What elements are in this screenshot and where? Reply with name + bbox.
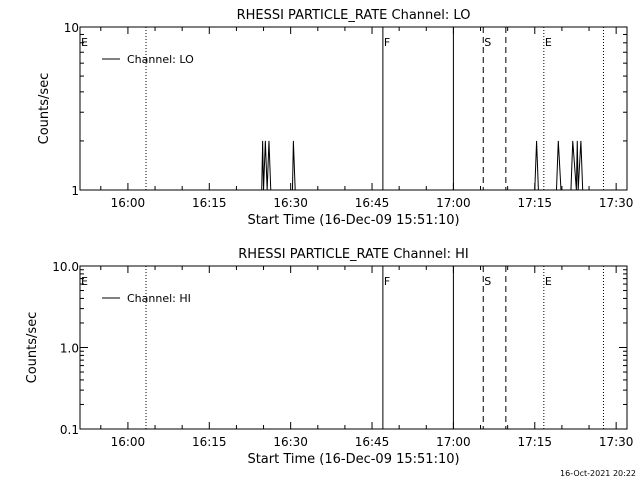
plot-frame bbox=[79, 26, 628, 191]
y-tick-label: 10 bbox=[64, 21, 79, 35]
x-tick-label: 17:15 bbox=[517, 435, 552, 449]
legend-label: Channel: HI bbox=[127, 292, 191, 305]
event-marker-label: E bbox=[545, 36, 552, 49]
y-tick-label: 1 bbox=[71, 184, 79, 198]
series-line bbox=[261, 140, 584, 191]
y-tick-label: 10.0 bbox=[52, 260, 79, 274]
event-marker-label: F bbox=[384, 275, 390, 288]
x-tick-label: 16:45 bbox=[355, 196, 390, 210]
plot-frame bbox=[79, 265, 628, 430]
event-marker-label: E bbox=[545, 275, 552, 288]
x-tick-label: 16:00 bbox=[111, 196, 146, 210]
event-marker-label: S bbox=[484, 36, 491, 49]
event-marker-label: E bbox=[81, 275, 88, 288]
y-tick-label: 1.0 bbox=[60, 342, 79, 356]
x-tick-label: 16:30 bbox=[273, 435, 308, 449]
x-tick-label: 16:30 bbox=[273, 196, 308, 210]
chart-title: RHESSI PARTICLE_RATE Channel: LO bbox=[237, 8, 471, 23]
x-axis-label: Start Time (16-Dec-09 15:51:10) bbox=[247, 452, 459, 467]
x-tick-label: 17:00 bbox=[436, 435, 471, 449]
chart-panel-1: RHESSI PARTICLE_RATE Channel: LO E F S E 16:0… bbox=[37, 8, 633, 228]
x-tick-label: 17:30 bbox=[599, 435, 634, 449]
x-tick-label: 16:15 bbox=[192, 435, 227, 449]
y-axis-label: Counts/sec bbox=[37, 73, 52, 145]
chart-title: RHESSI PARTICLE_RATE Channel: HI bbox=[238, 247, 468, 262]
y-tick-label: 0.1 bbox=[60, 423, 79, 437]
x-tick-label: 17:00 bbox=[436, 196, 471, 210]
event-marker-label: S bbox=[484, 275, 491, 288]
legend-label: Channel: LO bbox=[127, 53, 194, 66]
event-marker-label: E bbox=[81, 36, 88, 49]
x-tick-label: 17:15 bbox=[517, 196, 552, 210]
chart-panel-2: RHESSI PARTICLE_RATE Channel: HI E F S E 16:0… bbox=[25, 247, 633, 467]
timestamp-label: 16-Oct-2021 20:22 bbox=[560, 469, 636, 478]
x-tick-label: 16:45 bbox=[355, 435, 390, 449]
y-axis-label: Counts/sec bbox=[25, 312, 40, 384]
x-tick-label: 16:00 bbox=[111, 435, 146, 449]
x-axis-label: Start Time (16-Dec-09 15:51:10) bbox=[247, 213, 459, 228]
x-tick-label: 17:30 bbox=[599, 196, 634, 210]
event-marker-label: F bbox=[384, 36, 390, 49]
x-tick-label: 16:15 bbox=[192, 196, 227, 210]
